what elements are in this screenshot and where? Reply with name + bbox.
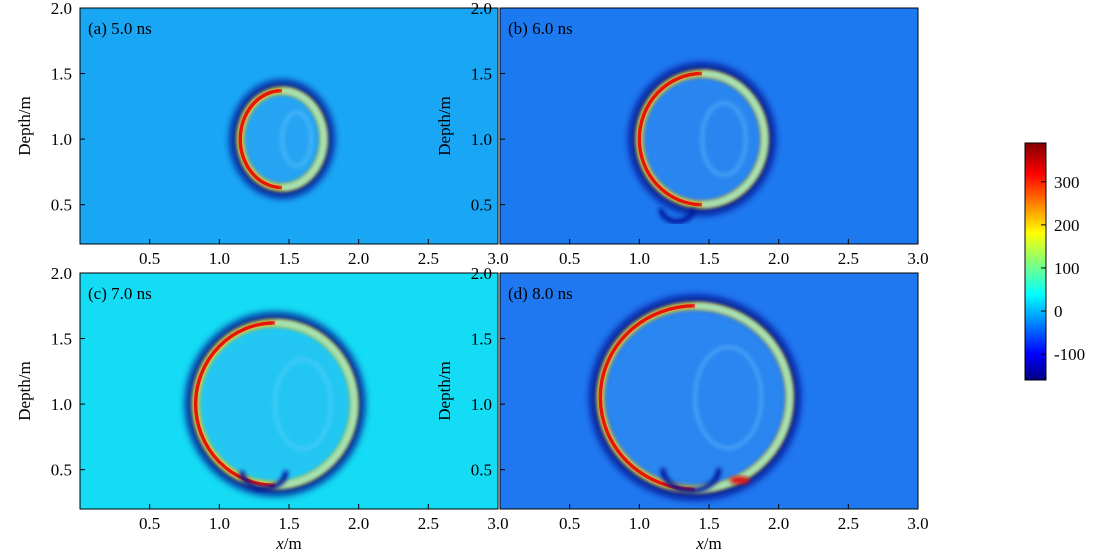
y-tick-label: 1.5 — [51, 65, 72, 84]
y-axis-title: Depth/m — [435, 361, 454, 421]
x-tick-label: 1.0 — [629, 249, 650, 268]
panel-label: (b) 6.0 ns — [508, 19, 573, 38]
x-tick-label: 3.0 — [907, 249, 928, 268]
x-tick-label: 1.5 — [278, 249, 299, 268]
scatterer-arc — [239, 470, 289, 492]
hot-spot — [729, 476, 750, 485]
x-tick-label: 2.5 — [838, 514, 859, 533]
colorbar-tick-label: 300 — [1054, 173, 1080, 192]
y-tick-label: 1.0 — [471, 130, 492, 149]
x-tick-label: 2.5 — [418, 514, 439, 533]
y-tick-label: 0.5 — [51, 461, 72, 480]
panel-d: (d) 8.0 ns 0.5 1.0 1.5 2.0 2.5 3.0 0.5 1.0 1.5 2.0… — [435, 264, 929, 553]
y-tick-label: 2.0 — [51, 0, 72, 18]
y-tick-label: 1.5 — [51, 330, 72, 349]
x-tick-label: 2.5 — [418, 249, 439, 268]
colorbar-tick-label: 100 — [1054, 259, 1080, 278]
right-arc — [282, 88, 326, 190]
panel-label: (c) 7.0 ns — [88, 284, 152, 303]
crest-ring-core — [193, 321, 276, 488]
x-tick-label: 1.5 — [278, 514, 299, 533]
trough-ring — [590, 295, 800, 500]
y-tick-label: 2.0 — [471, 264, 492, 283]
y-tick-label: 1.5 — [471, 65, 492, 84]
x-tick-label: 3.0 — [907, 514, 928, 533]
crest-ring-core — [238, 88, 283, 190]
wavefield — [80, 273, 498, 509]
x-tick-label: 2.5 — [838, 249, 859, 268]
y-tick-label: 1.0 — [471, 395, 492, 414]
x-tick-label: 2.0 — [768, 249, 789, 268]
panels-layer: (a) 5.0 ns 0.5 1.0 1.5 2.0 2.5 3.0 0.5 1.0 1.5 2.0… — [15, 0, 929, 553]
scatterer-arc — [658, 208, 696, 224]
x-tick-label: 1.0 — [629, 514, 650, 533]
panel-label: (a) 5.0 ns — [88, 19, 152, 38]
wavefield — [80, 8, 498, 244]
x-tick-label: 0.5 — [139, 249, 160, 268]
y-tick-label: 2.0 — [471, 0, 492, 18]
y-tick-label: 1.5 — [471, 330, 492, 349]
panel-label: (d) 8.0 ns — [508, 284, 573, 303]
x-axis-title: x/m — [275, 534, 302, 553]
y-tick-label: 0.5 — [51, 196, 72, 215]
right-arc — [275, 320, 357, 488]
x-tick-label: 1.5 — [698, 514, 719, 533]
trough-ring — [629, 63, 775, 215]
x-tick-label: 3.0 — [487, 514, 508, 533]
x-tick-label: 0.5 — [559, 249, 580, 268]
x-tick-label: 2.0 — [348, 514, 369, 533]
inner-scatter — [701, 102, 747, 177]
colorbar-tick-label: 200 — [1054, 216, 1080, 235]
y-axis-title: Depth/m — [435, 96, 454, 156]
y-tick-label: 2.0 — [51, 264, 72, 283]
x-tick-label: 1.5 — [698, 249, 719, 268]
panel-b: (b) 6.0 ns 0.5 1.0 1.5 2.0 2.5 3.0 0.5 1.0 1.5 2.0… — [435, 0, 929, 268]
y-axis-title: Depth/m — [15, 361, 34, 421]
inner-scatter — [694, 346, 763, 450]
x-tick-label: 2.0 — [768, 514, 789, 533]
y-tick-label: 1.0 — [51, 395, 72, 414]
panel-c: (c) 7.0 ns 0.5 1.0 1.5 2.0 2.5 3.0 0.5 1.0 1.5 2.0… — [15, 264, 509, 553]
colorbar: 300 200 100 0 -100 — [1024, 142, 1085, 381]
scatterer-arc — [660, 468, 722, 494]
x-tick-label: 2.0 — [348, 249, 369, 268]
wavefield — [500, 8, 918, 244]
x-tick-label: 0.5 — [139, 514, 160, 533]
x-tick-label: 0.5 — [559, 514, 580, 533]
x-tick-label: 1.0 — [209, 249, 230, 268]
x-tick-label: 3.0 — [487, 249, 508, 268]
crest-ring-core — [598, 304, 696, 492]
inner-scatter — [274, 358, 332, 450]
y-tick-label: 0.5 — [471, 196, 492, 215]
wavefield — [500, 273, 918, 509]
x-tick-label: 1.0 — [209, 514, 230, 533]
x-axis-title: x/m — [695, 534, 722, 553]
inner-scatter — [281, 111, 313, 167]
trough-ring — [230, 80, 334, 198]
y-tick-label: 0.5 — [471, 461, 492, 480]
colorbar-tick-label: -100 — [1054, 345, 1085, 364]
trough-ring — [185, 312, 365, 496]
y-tick-label: 1.0 — [51, 130, 72, 149]
panel-a: (a) 5.0 ns 0.5 1.0 1.5 2.0 2.5 3.0 0.5 1.0 1.5 2.0… — [15, 0, 509, 268]
right-arc — [702, 71, 767, 207]
y-axis-title: Depth/m — [15, 96, 34, 156]
colorbar-gradient — [1024, 142, 1047, 381]
colorbar-tick-label: 0 — [1054, 302, 1063, 321]
crest-ring-core — [637, 71, 703, 207]
